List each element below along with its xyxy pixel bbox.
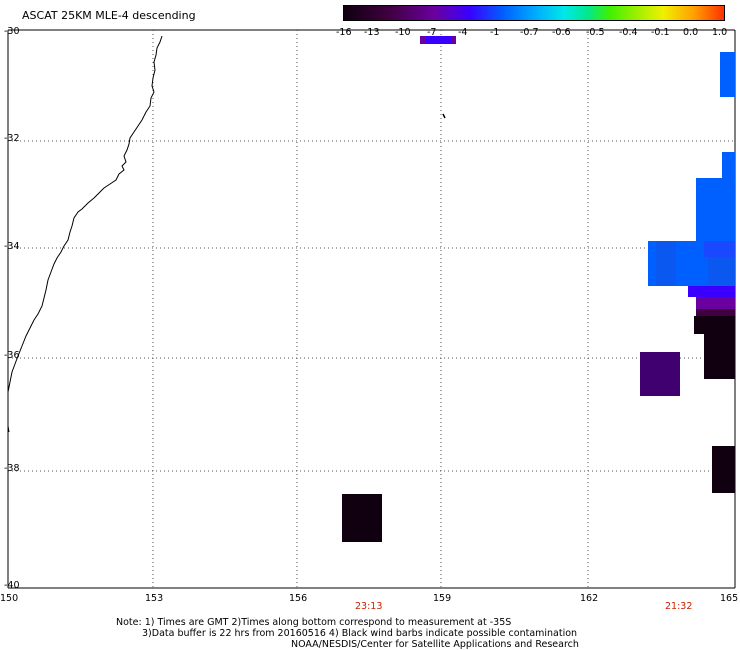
cell — [696, 178, 735, 241]
cell — [708, 257, 735, 285]
colorbar — [343, 5, 725, 21]
lon-label: 153 — [145, 593, 164, 604]
colorbar-label: -0.7 — [520, 27, 539, 38]
colorbar-label: 0.0 — [683, 27, 699, 38]
cell — [696, 309, 735, 316]
pass-time-label: 23:13 — [355, 601, 383, 612]
map-title: ASCAT 25KM MLE-4 descending — [22, 9, 196, 22]
colorbar-label: -1 — [490, 27, 500, 38]
cell — [426, 36, 452, 44]
colorbar-label: -0.6 — [552, 27, 571, 38]
cell — [712, 446, 735, 493]
cell — [656, 241, 676, 286]
lon-label: 165 — [720, 593, 739, 604]
coast-tick — [7, 425, 10, 433]
colorbar-label: 1.0 — [712, 27, 728, 38]
graticule — [8, 30, 735, 588]
credit-line: NOAA/NESDIS/Center for Satellite Applica… — [291, 639, 579, 650]
cell — [688, 286, 735, 297]
lon-label: 156 — [289, 593, 308, 604]
colorbar-label: -0.1 — [651, 27, 670, 38]
cell — [696, 297, 735, 309]
colorbar-label: -10 — [395, 27, 411, 38]
lat-label: -38 — [4, 463, 20, 474]
swath-cells — [342, 36, 735, 542]
pass-time-label: 21:32 — [665, 601, 693, 612]
lat-label: -40 — [4, 580, 20, 591]
note-line-1: Note: 1) Times are GMT 2)Times along bot… — [116, 617, 512, 628]
cell — [704, 334, 735, 379]
note-line-2: 3)Data buffer is 22 hrs from 20160516 4)… — [142, 628, 578, 639]
cell — [720, 52, 735, 97]
colorbar-label: -0.4 — [619, 27, 638, 38]
lat-label: -34 — [4, 241, 20, 252]
cell — [722, 152, 735, 178]
colorbar-label: -0.5 — [586, 27, 605, 38]
cell — [640, 352, 680, 396]
colorbar-label: -7 — [427, 27, 437, 38]
lon-label: 162 — [580, 593, 599, 604]
lat-label: -36 — [4, 350, 20, 361]
cell — [342, 494, 382, 542]
lat-label: -30 — [4, 26, 20, 37]
lon-label: 159 — [433, 593, 452, 604]
lon-label: 150 — [0, 593, 19, 604]
colorbar-label: -13 — [364, 27, 380, 38]
lat-label: -32 — [4, 133, 20, 144]
cell — [694, 316, 735, 334]
colorbar-label: -16 — [336, 27, 352, 38]
island-marker — [442, 113, 446, 119]
coastline — [7, 35, 163, 393]
colorbar-label: -4 — [458, 27, 468, 38]
cell — [704, 241, 735, 257]
